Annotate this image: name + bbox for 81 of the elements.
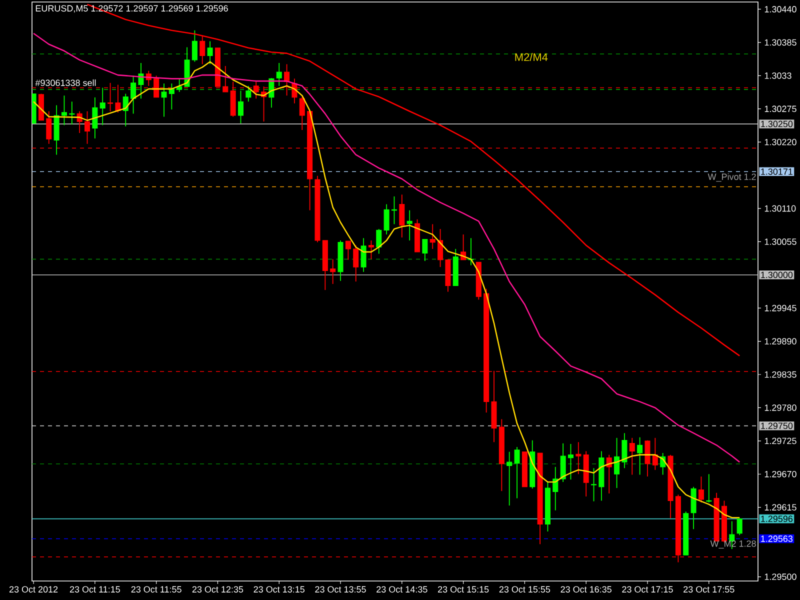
line-series (32, 32, 740, 463)
candlestick (192, 30, 198, 62)
candlestick (100, 87, 106, 126)
candlestick (84, 110, 90, 144)
y-tick-label: 1.29835 (764, 371, 796, 378)
candlestick (299, 96, 305, 130)
candlestick (161, 83, 167, 118)
y-tick-label: 1.29780 (764, 404, 796, 411)
candlestick (629, 437, 635, 476)
ref-line-label: 1.30000 (761, 272, 793, 278)
ref-line-label: 1.30171 (761, 168, 792, 175)
y-tick-label: 1.29890 (764, 338, 796, 344)
candlestick (614, 437, 620, 488)
y-tick-label: 1.30055 (764, 238, 796, 245)
candlestick (644, 440, 650, 477)
candlestick (568, 443, 574, 480)
y-tick-label: 1.29725 (764, 438, 796, 444)
candlestick (622, 432, 628, 469)
annotation: M2/M4 (515, 52, 548, 62)
candlestick (652, 437, 658, 470)
y-tick-label: 1.30440 (764, 6, 796, 12)
candlestick (637, 436, 643, 476)
candlestick (61, 95, 67, 126)
candlestick (276, 62, 282, 86)
x-tick-label: 23 Oct 13:55 (315, 586, 366, 593)
candlestick (207, 40, 213, 65)
candlestick (506, 451, 512, 506)
annotation: W_Pivot 1.2 (708, 173, 756, 182)
candlestick (353, 244, 359, 282)
candlestick (200, 36, 206, 65)
y-tick-label: 1.30385 (764, 39, 796, 46)
ref-line-label: 1.30250 (761, 120, 793, 128)
candlestick (238, 90, 244, 124)
y-tick-label: 1.29945 (764, 304, 796, 312)
x-tick-label: 23 Oct 2012 (9, 586, 58, 593)
candlestick (438, 228, 444, 268)
x-tick-label: 23 Oct 13:15 (254, 586, 304, 593)
ref-line-label: 1.29563 (761, 536, 793, 542)
annotation: #93061338 sell (35, 79, 96, 86)
x-tick-label: 23 Oct 11:55 (131, 586, 182, 593)
x-tick-label: 23 Oct 11:15 (70, 586, 120, 593)
y-tick-label: 1.29615 (764, 504, 796, 511)
y-tick-label: 1.30275 (764, 106, 796, 112)
candlestick (698, 476, 704, 503)
candlestick (330, 258, 336, 284)
x-tick-label: 23 Oct 15:55 (499, 586, 550, 593)
candlestick (246, 85, 252, 102)
x-tick-label: 23 Oct 15:15 (438, 586, 489, 593)
candlestick (46, 110, 52, 144)
y-tick-label: 1.29500 (764, 574, 796, 580)
x-tick-label: 23 Oct 12:35 (192, 586, 244, 593)
candlestick (591, 468, 597, 502)
candlestick (560, 442, 566, 482)
candlestick (138, 62, 144, 100)
candlestick (222, 66, 228, 92)
y-tick-label: 1.3033 (764, 72, 792, 79)
candlestick (406, 210, 412, 241)
x-tick-label: 23 Oct 16:35 (560, 586, 612, 593)
candlestick (430, 224, 436, 250)
candlestick (384, 204, 390, 235)
y-tick-label: 1.30220 (764, 138, 796, 146)
y-tick-label: 1.30110 (764, 205, 796, 212)
y-tick-label: 1.29670 (764, 470, 796, 478)
x-tick-label: 23 Oct 14:35 (376, 586, 428, 593)
candlestick (552, 466, 558, 511)
x-tick-label: 23 Oct 17:55 (684, 586, 734, 593)
candlestick (345, 240, 351, 260)
candlestick (576, 442, 582, 475)
candlestick (422, 238, 428, 262)
candlestick (736, 518, 742, 536)
ref-line-label: 1.29750 (761, 422, 793, 430)
candlestick (130, 75, 136, 114)
candlestick (92, 96, 98, 139)
candlestick (176, 78, 182, 92)
candlestick (399, 194, 405, 238)
candlestick (360, 238, 366, 272)
ref-line-label: 1.29596 (761, 516, 793, 522)
candlestick (514, 446, 520, 499)
x-tick-label: 23 Oct 17:15 (622, 586, 673, 593)
candlestick (376, 228, 382, 254)
candlestick (368, 240, 374, 260)
